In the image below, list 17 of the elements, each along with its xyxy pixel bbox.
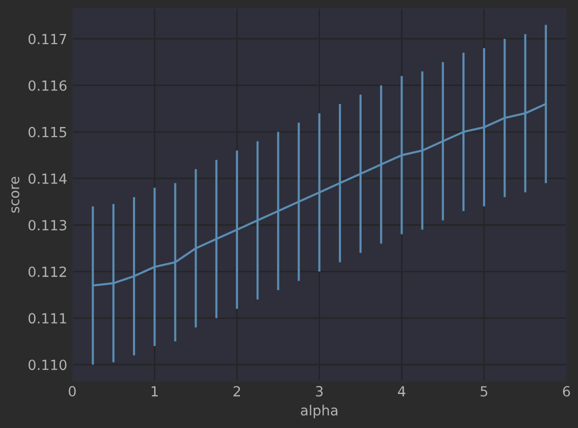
x-tick-label: 5	[480, 386, 488, 397]
x-tick-label: 0	[68, 386, 76, 397]
y-tick-label: 0.117	[28, 34, 66, 44]
y-tick-label: 0.113	[28, 220, 66, 230]
x-axis-title: alpha	[300, 404, 338, 418]
x-tick-label: 4	[398, 386, 406, 396]
y-tick-label: 0.112	[28, 266, 66, 278]
y-tick-label: 0.111	[28, 313, 66, 324]
x-tick-label: 6	[562, 386, 570, 397]
x-tick-label: 2	[234, 386, 240, 396]
x-tick-label: 1	[152, 386, 158, 396]
x-tick-label: 3	[316, 386, 323, 397]
y-axis-title: score	[11, 176, 20, 213]
y-tick-label: 0.115	[28, 126, 66, 138]
y-tick-label: 0.114	[28, 173, 67, 184]
y-tick-label: 0.110	[28, 360, 66, 370]
y-tick-label: 0.116	[28, 80, 67, 91]
